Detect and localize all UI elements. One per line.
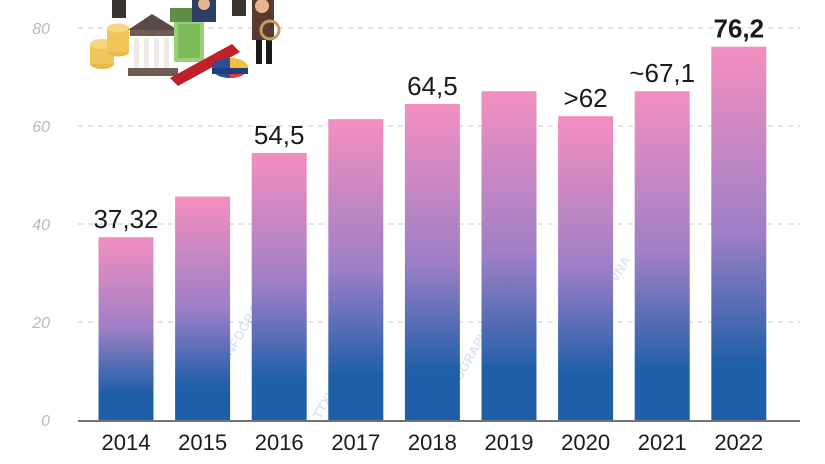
bar-2020 bbox=[558, 116, 614, 420]
data-label-2021: ~67,1 bbox=[629, 58, 695, 88]
red-trend-arrow-icon bbox=[170, 44, 240, 86]
y-tick-label: 60 bbox=[32, 119, 50, 136]
bar-2018 bbox=[404, 103, 460, 420]
bar-2022 bbox=[711, 46, 767, 421]
x-category-label: 2018 bbox=[408, 430, 457, 455]
y-axis-ticks: 0 20 40 60 80 bbox=[31, 21, 50, 430]
pie-chart-icon bbox=[212, 58, 248, 78]
data-label-2022: 76,2 bbox=[713, 14, 764, 44]
bank-building-icon bbox=[128, 14, 178, 76]
data-label-2018: 64,5 bbox=[407, 71, 458, 101]
bars bbox=[98, 46, 767, 421]
data-labels: 37,32 54,5 64,5 >62 ~67,1 76,2 bbox=[93, 14, 764, 235]
y-tick-label: 40 bbox=[32, 217, 50, 234]
y-tick-label: 0 bbox=[41, 413, 50, 430]
bar-2014 bbox=[98, 237, 154, 420]
y-tick-label: 80 bbox=[32, 21, 50, 38]
x-category-label: 2017 bbox=[331, 430, 380, 455]
money-stack-icon bbox=[170, 8, 204, 62]
x-category-label: 2021 bbox=[638, 430, 687, 455]
x-category-label: 2016 bbox=[255, 430, 304, 455]
bar-2017 bbox=[328, 119, 384, 420]
x-category-label: 2020 bbox=[561, 430, 610, 455]
y-tick-label: 20 bbox=[31, 315, 50, 332]
bar-2019 bbox=[481, 91, 537, 421]
coin-stack-icon bbox=[90, 23, 129, 69]
x-category-label: 2014 bbox=[102, 430, 151, 455]
data-label-2014: 37,32 bbox=[93, 204, 158, 234]
data-label-2016: 54,5 bbox=[254, 120, 305, 150]
x-axis-categories: 2014 2015 2016 2017 2018 2019 2020 2021 2022 bbox=[102, 430, 764, 455]
finance-banking-illustration-icon bbox=[90, 0, 281, 86]
data-label-2020: >62 bbox=[564, 83, 608, 113]
x-category-label: 2019 bbox=[485, 430, 534, 455]
bar-2016 bbox=[251, 152, 307, 420]
bar-2015 bbox=[175, 196, 231, 420]
people-figures-icon bbox=[112, 0, 281, 64]
x-category-label: 2022 bbox=[714, 430, 763, 455]
x-category-label: 2015 bbox=[178, 430, 227, 455]
bar-2021 bbox=[634, 91, 690, 421]
